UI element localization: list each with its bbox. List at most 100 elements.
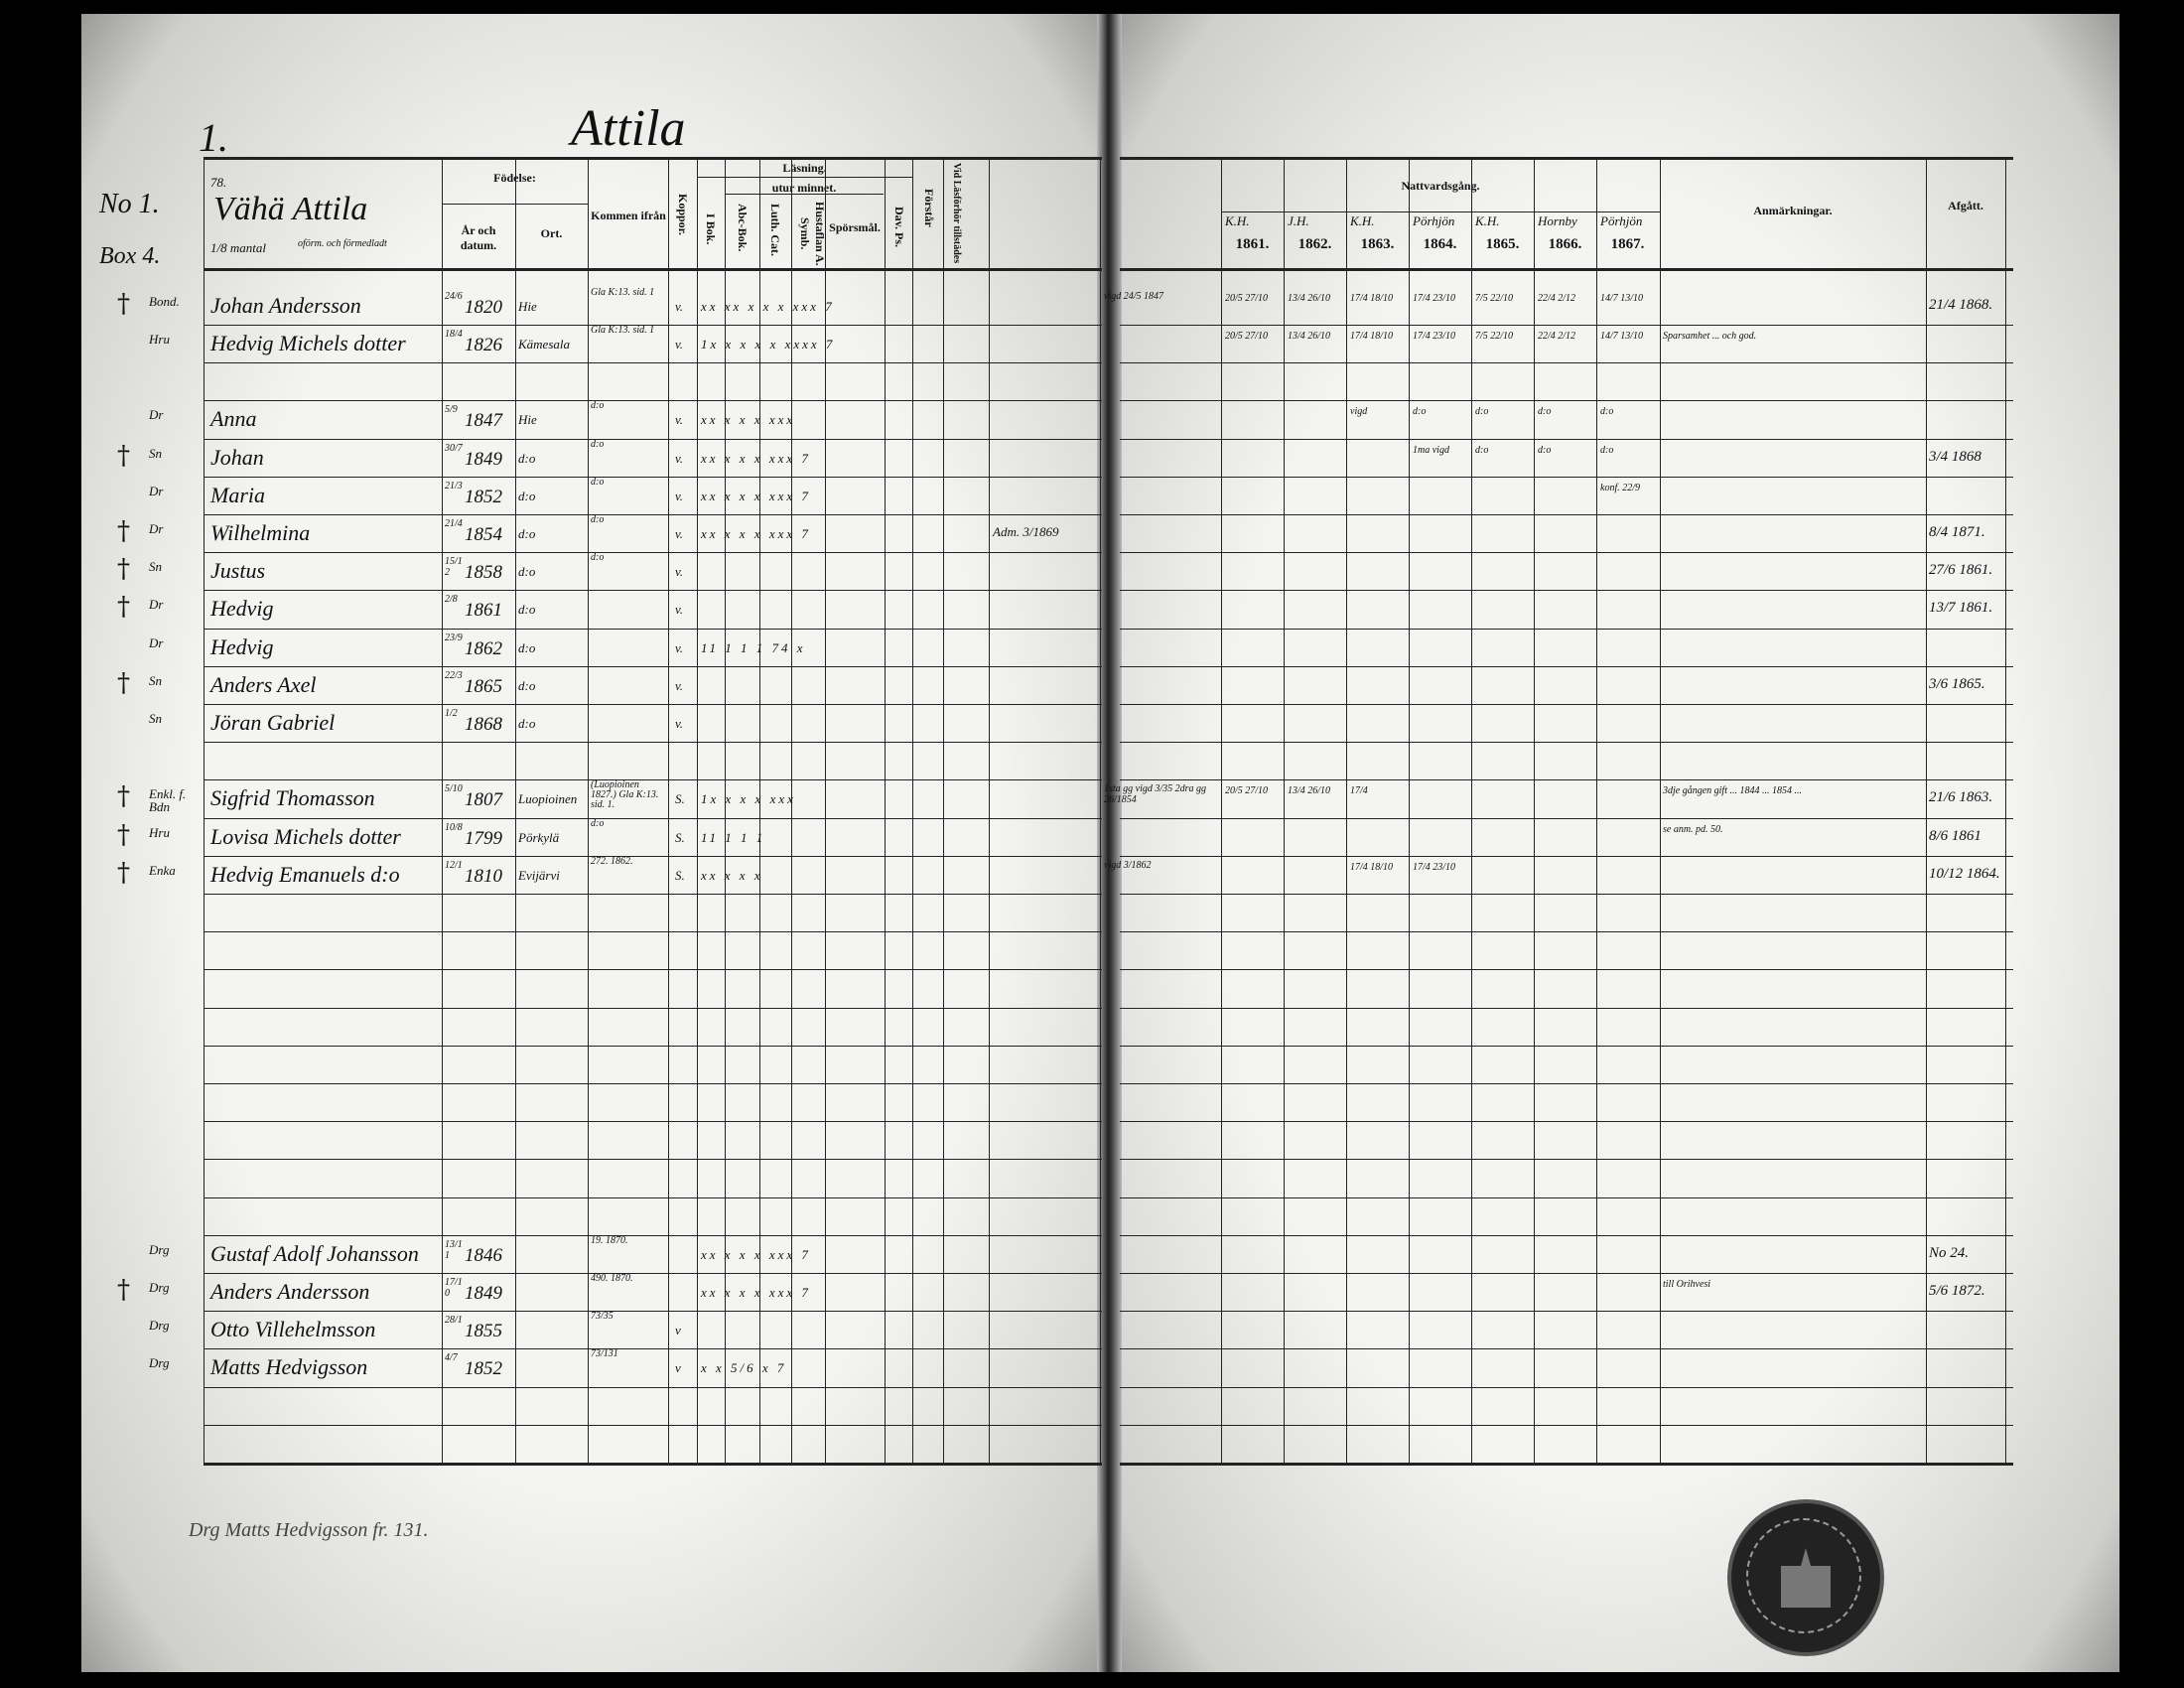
came-from: Gla K:13. sid. 1 — [591, 287, 655, 298]
rule-line — [204, 704, 1102, 705]
communion-entry: d:o — [1538, 445, 1552, 456]
row-title: Sn — [149, 673, 162, 688]
communion-entry: 17/4 — [1350, 785, 1368, 796]
rule-line — [1120, 439, 2013, 440]
birth-place: Luopioinen — [518, 791, 578, 806]
came-from: d:o — [591, 552, 605, 563]
rule-line — [1100, 157, 1101, 1465]
birth-day: 5/9 — [445, 404, 458, 415]
rule-line — [204, 439, 1102, 440]
header-utur-minnet: utur minnet. — [771, 181, 837, 195]
row-title: Dr — [149, 407, 164, 422]
rule-line — [697, 157, 698, 1465]
person-name: Anna — [210, 406, 257, 431]
person-name: Jöran Gabriel — [210, 710, 336, 735]
rule-line — [1120, 1348, 2013, 1349]
rule-line — [912, 157, 913, 1465]
header-afgatt: Afgått. — [1948, 199, 1983, 212]
came-from: d:o — [591, 400, 605, 411]
came-from: d:o — [591, 514, 605, 525]
reading-marks: xx x x x xxx — [701, 412, 796, 427]
rule-line — [204, 742, 1102, 743]
person-name: Gustaf Adolf Johansson — [210, 1241, 419, 1266]
rule-line — [204, 969, 1102, 970]
rule-line — [1596, 157, 1597, 1465]
header-abc: Abc-Bok. — [736, 204, 750, 252]
smallpox: v. — [675, 451, 684, 466]
deceased-cross-icon: † — [117, 554, 130, 584]
departed: 21/6 1863. — [1929, 789, 1993, 805]
farm-mantal: 1/8 mantal — [210, 240, 266, 255]
rule-line — [204, 1348, 1102, 1349]
communion-year: 1866. — [1548, 236, 1582, 252]
departed: 27/6 1861. — [1929, 562, 1993, 578]
row-title: Bond. — [149, 294, 180, 309]
communion-entry: 20/5 27/10 — [1225, 331, 1269, 342]
birth-year: 1846 — [465, 1245, 502, 1266]
rule-line — [1120, 1197, 2013, 1198]
rule-line — [2005, 157, 2006, 1465]
birth-year: 1858 — [465, 562, 502, 583]
smallpox: v — [675, 1360, 681, 1375]
communion-mark: K.H. — [1475, 213, 1500, 228]
departed: 21/4 1868. — [1929, 297, 1993, 313]
birth-day: 28/1 — [445, 1315, 463, 1326]
communion-year: 1865. — [1485, 236, 1520, 252]
rule-line — [668, 157, 669, 1465]
rule-line — [204, 157, 1102, 160]
communion-entry: 14/7 13/10 — [1600, 331, 1644, 342]
came-from: 490. 1870. — [591, 1273, 633, 1284]
deceased-cross-icon: † — [117, 289, 130, 319]
communion-mark: Pörhjön — [1600, 213, 1643, 228]
rule-line — [1284, 157, 1285, 1465]
row-title: Sn — [149, 446, 162, 461]
communion-entry: 14/7 13/10 — [1600, 293, 1644, 304]
rule-line — [1120, 818, 2013, 819]
rule-line — [1221, 211, 1660, 212]
birth-place: d:o — [518, 602, 536, 617]
bottom-note: Drg Matts Hedvigsson fr. 131. — [189, 1519, 429, 1541]
rule-line — [204, 894, 1102, 895]
rule-line — [1120, 268, 2013, 271]
communion-entry: vigd — [1350, 406, 1368, 417]
rule-line — [204, 1235, 1102, 1236]
remark: Sparsamhet ... och god. — [1663, 331, 1757, 342]
communion-entry: 17/4 23/10 — [1413, 862, 1456, 873]
rule-line — [588, 157, 589, 1465]
birth-year: 1799 — [465, 828, 502, 849]
came-from: d:o — [591, 439, 605, 450]
birth-place: d:o — [518, 489, 536, 503]
header-nattvardsgang: Nattvardsgång. — [1401, 179, 1480, 193]
row-title: Hru — [149, 825, 170, 840]
deceased-cross-icon: † — [117, 820, 130, 850]
communion-entry: 7/5 22/10 — [1475, 293, 1514, 304]
birth-day: 17/10 — [445, 1277, 463, 1299]
farm-note: oförm. och förmedladt — [298, 238, 387, 249]
rule-line — [1120, 704, 2013, 705]
birth-day: 2/8 — [445, 594, 458, 605]
reading-marks: 11 1 1 1 — [701, 830, 766, 845]
birth-day: 13/11 — [445, 1239, 463, 1261]
rule-line — [204, 856, 1102, 857]
communion-mark: K.H. — [1350, 213, 1375, 228]
communion-entry: 17/4 23/10 — [1413, 293, 1456, 304]
rule-line — [204, 400, 1102, 401]
rule-line — [1120, 1159, 2013, 1160]
rule-line — [204, 1046, 1102, 1047]
came-from: 73/35 — [591, 1311, 614, 1322]
header-bok: I Bok. — [704, 213, 718, 245]
rule-line — [1120, 514, 2013, 515]
header-hustafl: Hustaflan A. Symb. — [798, 201, 827, 266]
birth-year: 1807 — [465, 789, 502, 810]
reading-marks: xx x x x xxx 7 — [701, 1285, 811, 1300]
smallpox: S. — [675, 791, 685, 806]
smallpox: v. — [675, 489, 684, 503]
person-name: Hedvig — [210, 634, 274, 659]
header-ort: Ort. — [540, 226, 563, 240]
person-name: Johan Andersson — [210, 293, 361, 318]
person-name: Hedvig Emanuels d:o — [210, 862, 400, 887]
rule-line — [204, 590, 1102, 591]
rule-line — [725, 194, 884, 195]
rule-line — [1120, 666, 2013, 667]
birth-year: 1826 — [465, 335, 502, 355]
